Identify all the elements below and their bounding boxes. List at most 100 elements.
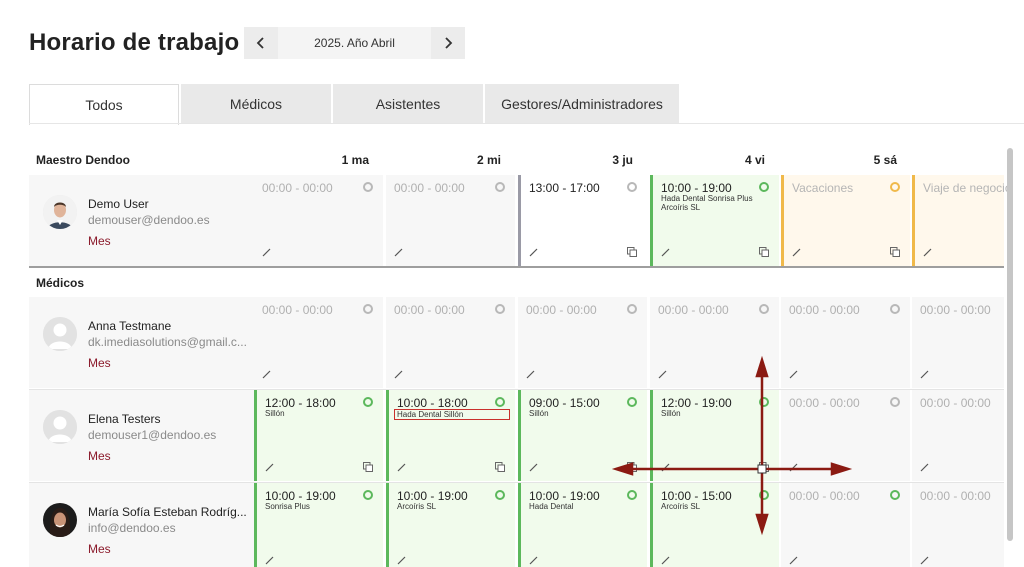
pencil-icon[interactable] xyxy=(923,247,933,257)
tab-todos[interactable]: Todos xyxy=(29,84,179,125)
status-circle-icon xyxy=(759,490,769,500)
copy-icon[interactable] xyxy=(627,247,637,257)
pencil-icon[interactable] xyxy=(789,555,799,565)
pencil-icon[interactable] xyxy=(529,555,539,565)
month-link[interactable]: Mes xyxy=(88,234,111,248)
status-circle-icon xyxy=(363,397,373,407)
copy-icon[interactable] xyxy=(495,462,505,472)
status-circle-icon xyxy=(627,490,637,500)
user-email: dk.imediasolutions@gmail.c... xyxy=(88,335,247,349)
status-circle-icon xyxy=(890,182,900,192)
page-title: Horario de trabajo xyxy=(29,29,240,56)
master-label: Maestro Dendoo xyxy=(36,153,131,167)
month-link[interactable]: Mes xyxy=(88,542,111,556)
schedule-cell[interactable]: 00:00 - 00:00 xyxy=(254,175,383,266)
pencil-icon[interactable] xyxy=(661,555,671,565)
copy-icon[interactable] xyxy=(627,462,637,472)
pencil-icon[interactable] xyxy=(262,369,272,379)
shift-time: 00:00 - 00:00 xyxy=(789,303,860,317)
schedule-cell[interactable]: 00:00 - 00:00 xyxy=(912,483,1004,567)
schedule-cell[interactable]: 00:00 - 00:00 xyxy=(912,297,1004,388)
pencil-icon[interactable] xyxy=(920,462,930,472)
schedule-cell[interactable]: 12:00 - 18:00 Sillón xyxy=(254,390,383,481)
copy-icon[interactable] xyxy=(759,462,769,472)
chevron-right-icon xyxy=(445,37,453,49)
pencil-icon[interactable] xyxy=(658,369,668,379)
user-name: María Sofía Esteban Rodríg... xyxy=(88,505,247,519)
schedule-cell[interactable]: 10:00 - 19:00 Hada Dental Sonrisa Plus Ar… xyxy=(650,175,779,266)
pencil-icon[interactable] xyxy=(661,247,671,257)
tab-medicos[interactable]: Médicos xyxy=(181,84,331,124)
status-circle-icon xyxy=(627,182,637,192)
month-link[interactable]: Mes xyxy=(88,356,111,370)
pencil-icon[interactable] xyxy=(661,462,671,472)
schedule-cell[interactable]: 00:00 - 00:00 xyxy=(386,175,515,266)
next-month-button[interactable] xyxy=(431,27,465,59)
pencil-icon[interactable] xyxy=(920,369,930,379)
shift-time: 10:00 - 19:00 xyxy=(529,489,600,503)
shift-location: Arcoíris SL xyxy=(397,502,437,511)
status-circle-icon xyxy=(495,397,505,407)
status-circle-icon xyxy=(495,182,505,192)
pencil-icon[interactable] xyxy=(262,247,272,257)
tab-gestores[interactable]: Gestores/Administradores xyxy=(485,84,679,124)
schedule-cell[interactable]: Viaje de negocio xyxy=(912,175,1012,266)
pencil-icon[interactable] xyxy=(529,247,539,257)
copy-icon[interactable] xyxy=(363,462,373,472)
copy-icon[interactable] xyxy=(759,247,769,257)
shift-location: Sonrisa Plus xyxy=(265,502,310,511)
pencil-icon[interactable] xyxy=(397,555,407,565)
schedule-cell[interactable]: 10:00 - 18:00 Hada Dental Sillón xyxy=(386,390,515,481)
schedule-cell[interactable]: 13:00 - 17:00 xyxy=(518,175,647,266)
pencil-icon[interactable] xyxy=(789,462,799,472)
pencil-icon[interactable] xyxy=(526,369,536,379)
shift-time: 00:00 - 00:00 xyxy=(920,303,991,317)
schedule-cell[interactable]: 12:00 - 19:00 Sillón xyxy=(650,390,779,481)
schedule-cell[interactable]: Vacaciones xyxy=(781,175,910,266)
month-link[interactable]: Mes xyxy=(88,449,111,463)
pencil-icon[interactable] xyxy=(529,462,539,472)
schedule-cell[interactable]: 00:00 - 00:00 xyxy=(781,297,910,388)
vertical-scrollbar[interactable] xyxy=(1007,148,1013,541)
day-header: 1 ma xyxy=(341,153,369,167)
pencil-icon[interactable] xyxy=(394,247,404,257)
schedule-cell[interactable]: 10:00 - 19:00 Arcoíris SL xyxy=(386,483,515,567)
schedule-cell[interactable]: 00:00 - 00:00 xyxy=(781,483,910,567)
pencil-icon[interactable] xyxy=(792,247,802,257)
pencil-icon[interactable] xyxy=(265,555,275,565)
avatar xyxy=(43,317,77,351)
day-header: 4 vi xyxy=(744,153,765,167)
shift-location: Sillón xyxy=(661,409,681,418)
status-circle-icon xyxy=(495,304,505,314)
schedule-cell[interactable]: 00:00 - 00:00 xyxy=(254,297,383,388)
pencil-icon[interactable] xyxy=(397,462,407,472)
schedule-cell[interactable]: 09:00 - 15:00 Sillón xyxy=(518,390,647,481)
user-cell: María Sofía Esteban Rodríg... info@dendoo… xyxy=(29,483,254,567)
tab-asistentes[interactable]: Asistentes xyxy=(333,84,483,124)
shift-time: 00:00 - 00:00 xyxy=(920,489,991,503)
pencil-icon[interactable] xyxy=(394,369,404,379)
pencil-icon[interactable] xyxy=(265,462,275,472)
status-circle-icon xyxy=(890,490,900,500)
pencil-icon[interactable] xyxy=(920,555,930,565)
shift-time: 10:00 - 18:00 xyxy=(397,396,468,410)
shift-time: 00:00 - 00:00 xyxy=(789,396,860,410)
schedule-cell[interactable]: 10:00 - 15:00 Arcoíris SL xyxy=(650,483,779,567)
schedule-cell[interactable]: 00:00 - 00:00 xyxy=(912,390,1004,481)
schedule-cell[interactable]: 00:00 - 00:00 xyxy=(518,297,647,388)
status-circle-icon xyxy=(627,304,637,314)
pencil-icon[interactable] xyxy=(789,369,799,379)
schedule-cell[interactable]: 00:00 - 00:00 xyxy=(386,297,515,388)
schedule-cell[interactable]: 00:00 - 00:00 xyxy=(650,297,779,388)
shift-time: 00:00 - 00:00 xyxy=(262,181,333,195)
schedule-row: Demo User demouser@dendoo.es Mes 00:00 - 00… xyxy=(29,175,1012,266)
copy-icon[interactable] xyxy=(890,247,900,257)
schedule-cell[interactable]: 10:00 - 19:00 Sonrisa Plus xyxy=(254,483,383,567)
schedule-cell[interactable]: 10:00 - 19:00 Hada Dental xyxy=(518,483,647,567)
date-navigator: 2025. Año Abril xyxy=(244,27,465,59)
shift-time: 12:00 - 19:00 xyxy=(661,396,732,410)
schedule-cell[interactable]: 00:00 - 00:00 xyxy=(781,390,910,481)
shift-time: 00:00 - 00:00 xyxy=(394,181,465,195)
prev-month-button[interactable] xyxy=(244,27,278,59)
shift-time: 10:00 - 19:00 xyxy=(265,489,336,503)
